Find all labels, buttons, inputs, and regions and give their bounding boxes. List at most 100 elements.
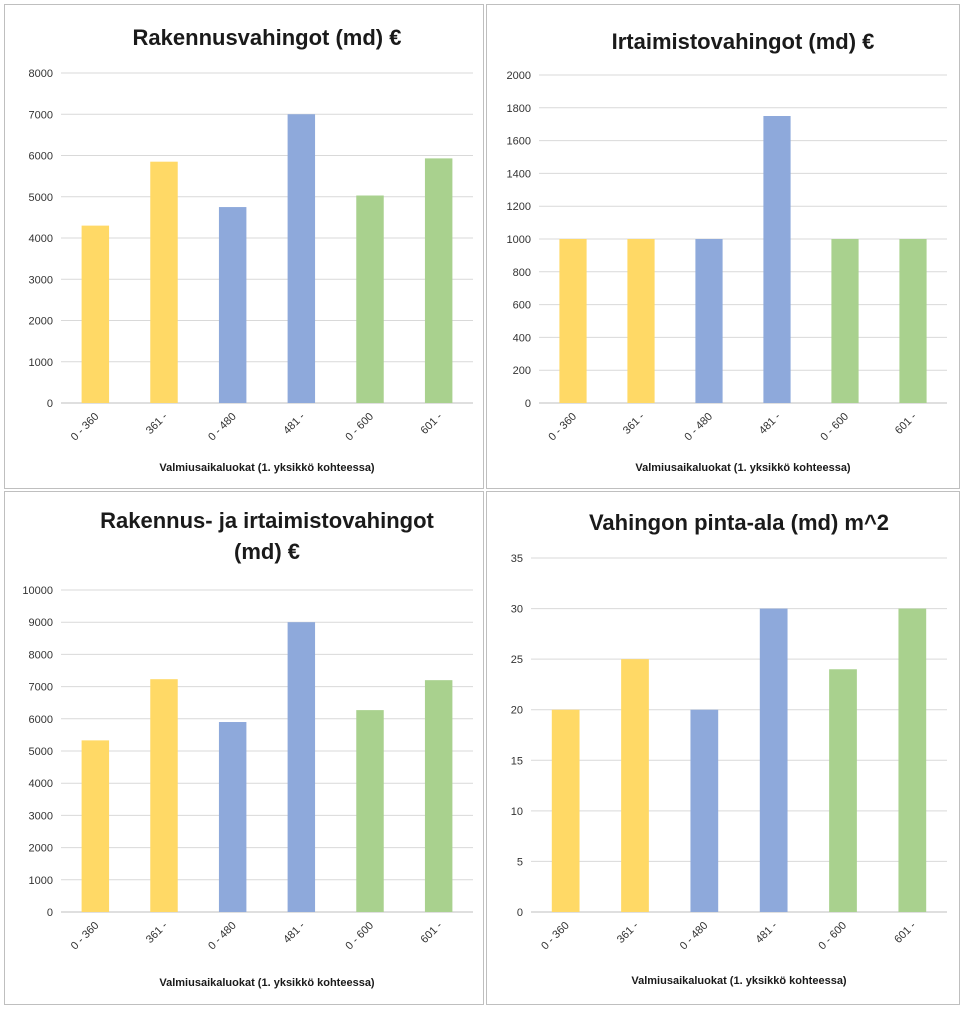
y-tick-label: 0 bbox=[47, 907, 53, 919]
y-tick-label: 8000 bbox=[29, 68, 53, 80]
y-tick-label: 400 bbox=[513, 332, 531, 344]
y-tick-label: 0 bbox=[525, 398, 531, 410]
y-tick-label: 6000 bbox=[29, 151, 53, 163]
x-tick-label: 0 - 360 bbox=[546, 411, 579, 444]
x-tick-label: 361 - bbox=[615, 919, 641, 945]
y-tick-label: 5000 bbox=[29, 192, 53, 204]
y-tick-label: 9000 bbox=[29, 617, 53, 629]
x-tick-label: 601 - bbox=[892, 919, 918, 945]
y-tick-label: 4000 bbox=[29, 778, 53, 790]
y-tick-label: 30 bbox=[511, 604, 523, 616]
x-tick-label: 361 - bbox=[144, 919, 170, 945]
x-tick-label: 481 - bbox=[281, 410, 307, 436]
chart-title: Vahingon pinta-ala (md) m^2 bbox=[589, 510, 889, 535]
bar-361 bbox=[621, 659, 649, 912]
x-tick-label: 0 - 600 bbox=[816, 920, 849, 953]
chart-panel-vahingon-pinta-ala: Vahingon pinta-ala (md) m^2 0 5 10 15 20 25 30 3… bbox=[486, 491, 960, 1005]
y-tick-label: 1000 bbox=[29, 357, 53, 369]
x-tick-label: 601 - bbox=[419, 410, 445, 436]
y-tick-label: 1800 bbox=[507, 103, 531, 115]
x-tick-label: 601 - bbox=[419, 919, 445, 945]
y-tick-label: 15 bbox=[511, 755, 523, 767]
y-tick-label: 1200 bbox=[507, 201, 531, 213]
bar-601 bbox=[424, 680, 453, 912]
bar-361 bbox=[627, 239, 655, 403]
chart-panel-irtaimistovahingot: Irtaimistovahingot (md) € 0 200 400 600 800 10… bbox=[486, 4, 960, 489]
x-tick-label: 0 - 360 bbox=[69, 411, 102, 444]
chart-svg-rakennus-ja-irtaimistovahingot: Rakennus- ja irtaimistovahingot (md) € 0 10… bbox=[22, 508, 473, 989]
chart-panel-rakennus-ja-irtaimistovahingot: Rakennus- ja irtaimistovahingot (md) € 0 10… bbox=[4, 491, 484, 1005]
bar-0-600 bbox=[356, 195, 384, 403]
chart-title: (md) € bbox=[234, 539, 300, 564]
y-tick-label: 2000 bbox=[507, 70, 531, 82]
bar-601 bbox=[899, 239, 927, 403]
bar-481 bbox=[287, 114, 316, 403]
bar-601 bbox=[898, 608, 927, 912]
chart-title: Rakennus- ja irtaimistovahingot bbox=[100, 508, 434, 533]
chart-svg-irtaimistovahingot: Irtaimistovahingot (md) € 0 200 400 600 800 10… bbox=[507, 29, 947, 474]
y-tick-label: 4000 bbox=[29, 233, 53, 245]
x-tick-label: 481 - bbox=[757, 410, 783, 436]
y-tick-label: 0 bbox=[517, 907, 523, 919]
y-tick-label: 200 bbox=[513, 365, 531, 377]
y-tick-label: 800 bbox=[513, 267, 531, 279]
x-tick-label: 0 - 480 bbox=[206, 411, 239, 444]
y-tick-label: 7000 bbox=[29, 682, 53, 694]
bar-0-480 bbox=[695, 239, 723, 403]
y-tick-label: 25 bbox=[511, 654, 523, 666]
y-tick-label: 1400 bbox=[507, 168, 531, 180]
bar-0-360 bbox=[81, 225, 110, 403]
chart-panel-rakennusvahingot: Rakennusvahingot (md) € 0 1000 2000 3000 4000… bbox=[4, 4, 484, 489]
x-tick-label: 0 - 600 bbox=[343, 411, 376, 444]
y-tick-label: 35 bbox=[511, 553, 523, 565]
y-tick-label: 2000 bbox=[29, 843, 53, 855]
y-tick-label: 0 bbox=[47, 398, 53, 410]
x-tick-label: 0 - 480 bbox=[682, 411, 715, 444]
bar-0-480 bbox=[218, 722, 247, 912]
x-tick-label: 0 - 360 bbox=[69, 920, 102, 953]
y-tick-label: 5 bbox=[517, 856, 523, 868]
x-axis-title: Valmiusaikaluokat (1. yksikkö kohteessa) bbox=[159, 462, 375, 474]
y-tick-label: 3000 bbox=[29, 810, 53, 822]
bar-601 bbox=[424, 158, 453, 403]
chart-title: Rakennusvahingot (md) € bbox=[133, 25, 402, 50]
x-tick-label: 0 - 360 bbox=[539, 920, 572, 953]
bar-0-600 bbox=[356, 710, 384, 912]
x-tick-label: 601 - bbox=[893, 410, 919, 436]
y-tick-label: 600 bbox=[513, 300, 531, 312]
y-tick-label: 6000 bbox=[29, 714, 53, 726]
chart-svg-vahingon-pinta-ala: Vahingon pinta-ala (md) m^2 0 5 10 15 20 25 30 3… bbox=[511, 510, 947, 987]
bar-0-360 bbox=[551, 709, 580, 912]
bar-0-360 bbox=[559, 239, 587, 403]
x-axis-title: Valmiusaikaluokat (1. yksikkö kohteessa) bbox=[631, 975, 847, 987]
bar-361 bbox=[150, 161, 178, 403]
bar-481 bbox=[287, 622, 316, 912]
y-tick-label: 8000 bbox=[29, 649, 53, 661]
y-tick-label: 7000 bbox=[29, 109, 53, 121]
chart-svg-rakennusvahingot: Rakennusvahingot (md) € 0 1000 2000 3000 4000… bbox=[29, 25, 473, 474]
bar-0-600 bbox=[831, 239, 859, 403]
y-tick-label: 10 bbox=[511, 806, 523, 818]
bar-481 bbox=[763, 116, 791, 403]
chart-title: Irtaimistovahingot (md) € bbox=[612, 29, 875, 54]
y-tick-label: 1600 bbox=[507, 136, 531, 148]
y-tick-label: 10000 bbox=[22, 585, 53, 597]
x-tick-label: 481 - bbox=[754, 919, 780, 945]
bar-0-600 bbox=[829, 669, 857, 912]
bar-481 bbox=[759, 608, 788, 912]
bar-0-480 bbox=[690, 709, 719, 912]
x-tick-label: 0 - 480 bbox=[678, 920, 711, 953]
x-tick-label: 0 - 600 bbox=[818, 411, 851, 444]
x-tick-label: 481 - bbox=[281, 919, 307, 945]
x-tick-label: 0 - 480 bbox=[206, 920, 239, 953]
y-tick-label: 20 bbox=[511, 705, 523, 717]
x-axis-title: Valmiusaikaluokat (1. yksikkö kohteessa) bbox=[159, 977, 375, 989]
x-tick-label: 361 - bbox=[144, 410, 170, 436]
x-tick-label: 0 - 600 bbox=[343, 920, 376, 953]
y-tick-label: 5000 bbox=[29, 746, 53, 758]
bar-361 bbox=[150, 679, 178, 912]
x-axis-title: Valmiusaikaluokat (1. yksikkö kohteessa) bbox=[635, 462, 851, 474]
y-tick-label: 1000 bbox=[29, 875, 53, 887]
y-tick-label: 1000 bbox=[507, 234, 531, 246]
bar-0-480 bbox=[218, 207, 247, 403]
